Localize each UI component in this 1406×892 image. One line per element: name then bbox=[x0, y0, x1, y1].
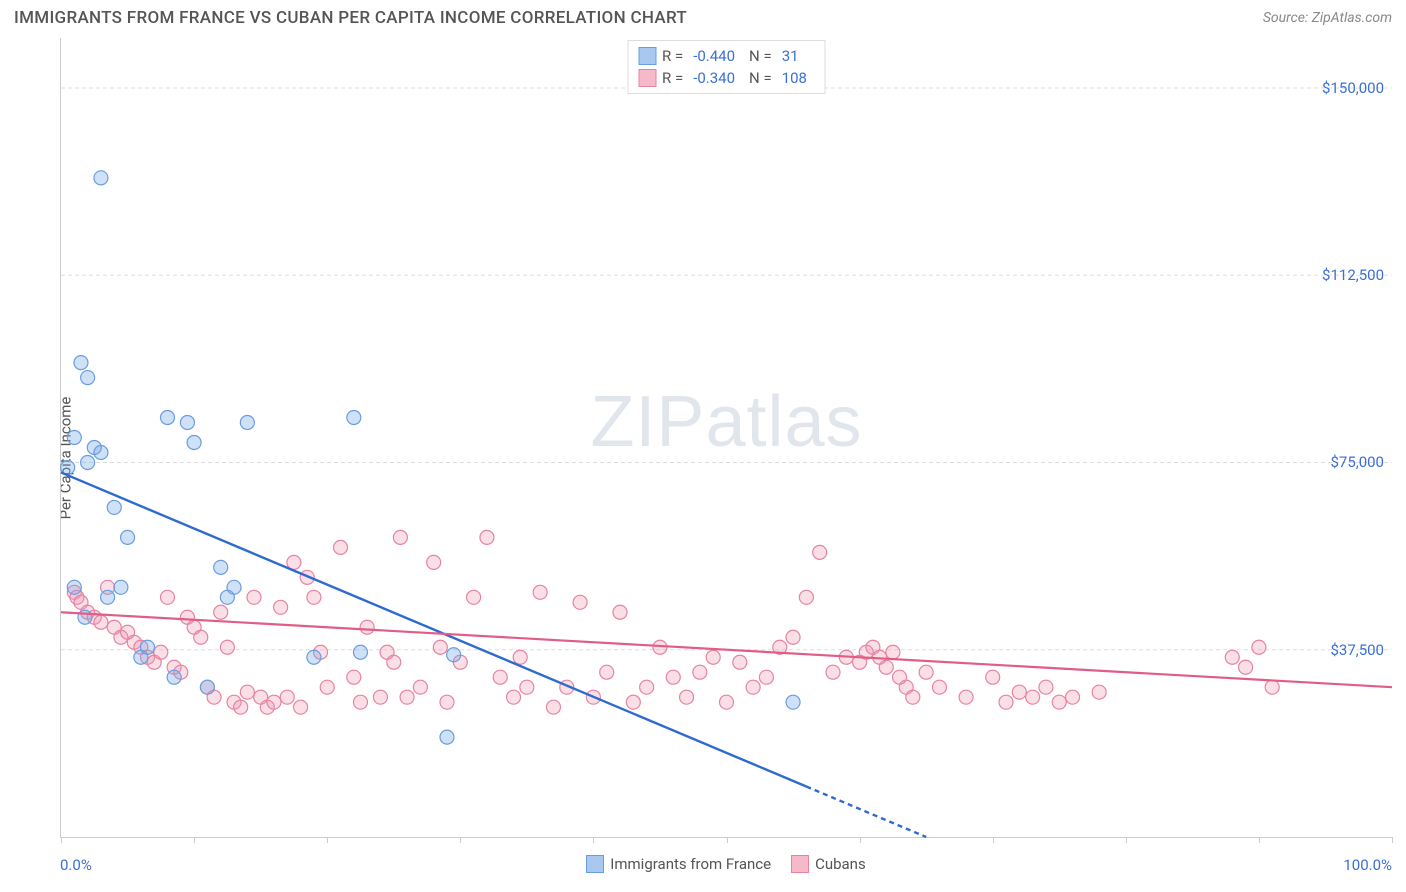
legend-n-label: N = bbox=[749, 69, 772, 87]
x-tick-mark bbox=[993, 837, 994, 843]
legend-r-cubans: -0.340 bbox=[689, 69, 743, 87]
legend-row-france: R = -0.440 N = 31 bbox=[638, 45, 815, 67]
legend-label-cubans: Cubans bbox=[815, 855, 866, 873]
legend-item-cubans: Cubans bbox=[791, 855, 866, 873]
legend-swatch-france bbox=[638, 47, 656, 65]
x-tick-mark bbox=[460, 837, 461, 843]
correlation-legend: R = -0.440 N = 31 R = -0.340 N = 108 bbox=[627, 40, 826, 94]
y-tick-label: $37,500 bbox=[1330, 641, 1384, 659]
x-tick-mark bbox=[727, 837, 728, 843]
legend-r-label: R = bbox=[662, 47, 683, 65]
x-tick-mark bbox=[194, 837, 195, 843]
x-tick-mark bbox=[860, 837, 861, 843]
legend-label-france: Immigrants from France bbox=[610, 855, 771, 873]
y-tick-label: $150,000 bbox=[1322, 79, 1384, 97]
legend-item-france: Immigrants from France bbox=[586, 855, 771, 873]
x-tick-mark bbox=[593, 837, 594, 843]
chart-container: Per Capita Income ZIPatlas R = -0.440 N … bbox=[14, 38, 1392, 878]
legend-row-cubans: R = -0.340 N = 108 bbox=[638, 67, 815, 89]
legend-swatch-france bbox=[586, 855, 604, 873]
x-tick-mark bbox=[1259, 837, 1260, 843]
x-tick-mark bbox=[327, 837, 328, 843]
x-tick-mark bbox=[61, 837, 62, 843]
chart-source: Source: ZipAtlas.com bbox=[1263, 10, 1392, 26]
legend-n-cubans: 108 bbox=[778, 69, 815, 87]
legend-n-france: 31 bbox=[778, 47, 807, 65]
y-tick-label: $112,500 bbox=[1322, 266, 1384, 284]
y-tick-label: $75,000 bbox=[1330, 453, 1384, 471]
legend-r-label: R = bbox=[662, 69, 683, 87]
x-tick-mark bbox=[1126, 837, 1127, 843]
chart-header: IMMIGRANTS FROM FRANCE VS CUBAN PER CAPI… bbox=[0, 0, 1406, 32]
legend-r-france: -0.440 bbox=[689, 47, 743, 65]
legend-swatch-cubans bbox=[791, 855, 809, 873]
series-legend: Immigrants from France Cubans bbox=[60, 850, 1392, 878]
legend-swatch-cubans bbox=[638, 69, 656, 87]
legend-n-label: N = bbox=[749, 47, 772, 65]
plot-area: ZIPatlas R = -0.440 N = 31 R = -0.340 N … bbox=[60, 38, 1392, 838]
chart-title: IMMIGRANTS FROM FRANCE VS CUBAN PER CAPI… bbox=[14, 8, 687, 28]
plot-svg bbox=[61, 38, 1392, 837]
x-tick-mark bbox=[1392, 837, 1393, 843]
